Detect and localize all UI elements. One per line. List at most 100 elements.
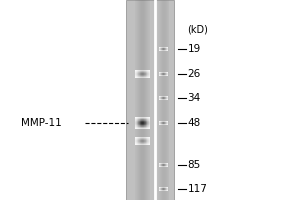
Bar — [162, 74, 163, 75]
Bar — [166, 124, 167, 125]
Bar — [144, 137, 145, 138]
Bar — [140, 137, 141, 138]
Bar — [161, 123, 162, 124]
Bar — [148, 138, 149, 139]
Bar — [166, 190, 167, 191]
Bar — [136, 73, 137, 74]
Bar — [147, 125, 148, 126]
Bar — [136, 74, 137, 75]
Bar — [144, 73, 145, 74]
Bar — [159, 48, 160, 49]
Bar — [135, 120, 136, 121]
Bar — [136, 117, 137, 118]
Bar — [166, 97, 167, 98]
Bar — [142, 73, 143, 74]
Bar — [161, 190, 162, 191]
Bar — [161, 121, 162, 122]
Bar — [143, 138, 144, 139]
Bar — [164, 188, 165, 189]
Bar — [139, 124, 140, 125]
Bar — [148, 141, 149, 142]
Bar — [166, 75, 167, 76]
Bar — [143, 72, 144, 73]
Bar — [160, 122, 161, 123]
Bar — [135, 127, 136, 128]
Bar — [147, 117, 148, 118]
Bar — [137, 139, 138, 140]
Bar — [138, 127, 139, 128]
Bar — [142, 125, 143, 126]
Bar — [145, 144, 146, 145]
Bar — [143, 71, 144, 72]
Bar — [144, 122, 145, 123]
Bar — [148, 120, 149, 121]
Bar — [136, 126, 137, 127]
Bar — [164, 189, 165, 190]
Bar — [145, 139, 146, 140]
Bar — [138, 77, 139, 78]
Bar — [166, 123, 167, 124]
Bar — [139, 128, 140, 129]
Bar — [162, 189, 163, 190]
Bar — [140, 118, 141, 119]
Bar — [136, 128, 137, 129]
Bar — [162, 49, 163, 50]
Bar — [137, 127, 138, 128]
Text: MMP-11: MMP-11 — [21, 118, 62, 128]
Bar — [145, 124, 146, 125]
Bar — [142, 121, 143, 122]
Bar — [146, 117, 147, 118]
Bar — [159, 47, 160, 48]
Bar — [140, 140, 141, 141]
Bar — [144, 144, 145, 145]
Bar — [139, 125, 140, 126]
Bar — [139, 144, 140, 145]
Bar — [138, 73, 139, 74]
Bar — [143, 143, 144, 144]
Bar — [136, 144, 137, 145]
Bar — [146, 139, 147, 140]
Bar — [148, 139, 149, 140]
Bar — [149, 128, 150, 129]
Bar — [139, 119, 140, 120]
Bar — [162, 72, 163, 73]
Bar — [164, 49, 165, 50]
Bar — [144, 72, 145, 73]
Bar — [141, 75, 142, 76]
Bar — [159, 190, 160, 191]
Bar — [164, 122, 165, 123]
Bar — [167, 96, 168, 97]
Bar — [136, 118, 137, 119]
Bar — [159, 74, 160, 75]
Bar — [141, 71, 142, 72]
Bar — [141, 122, 142, 123]
Bar — [146, 143, 147, 144]
Bar — [149, 120, 150, 121]
Bar — [137, 74, 138, 75]
Bar — [160, 123, 161, 124]
Bar — [163, 73, 164, 74]
Bar — [140, 117, 141, 118]
Bar — [136, 139, 137, 140]
Bar — [167, 50, 168, 51]
Bar — [159, 123, 160, 124]
Bar — [143, 128, 144, 129]
Bar — [136, 71, 137, 72]
Bar — [136, 138, 137, 139]
Bar — [147, 119, 148, 120]
Bar — [162, 99, 163, 100]
Bar — [166, 73, 167, 74]
Bar — [142, 144, 143, 145]
Bar — [143, 75, 144, 76]
Bar — [162, 166, 163, 167]
Bar — [161, 48, 162, 49]
Bar — [142, 77, 143, 78]
Bar — [140, 128, 141, 129]
Bar — [142, 143, 143, 144]
Bar — [136, 75, 137, 76]
Bar — [139, 142, 140, 143]
Bar — [165, 50, 166, 51]
Bar — [135, 142, 136, 143]
Bar — [144, 74, 145, 75]
Bar — [135, 143, 136, 144]
